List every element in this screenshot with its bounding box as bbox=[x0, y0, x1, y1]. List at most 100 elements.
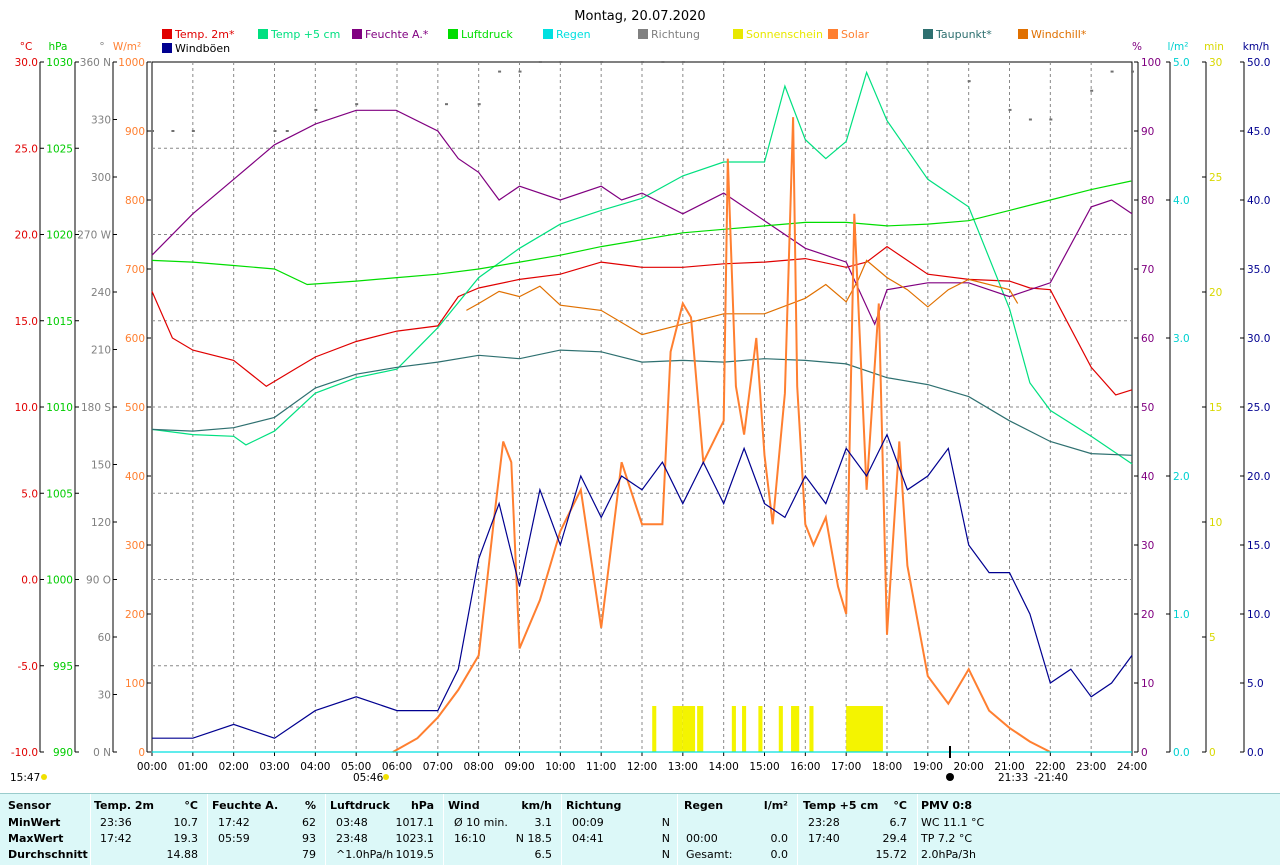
left-tick-label: 995 bbox=[53, 661, 73, 673]
sunshine-bar bbox=[846, 706, 883, 752]
right-tick-label: 30 bbox=[1141, 540, 1154, 552]
legend-swatch bbox=[352, 29, 362, 39]
x-tick-label: 06:00 bbox=[382, 761, 412, 773]
left-tick-label: 900 bbox=[125, 126, 145, 138]
right-tick-label: 5.0 bbox=[1173, 57, 1190, 69]
left-tick-label: 30 bbox=[98, 690, 111, 702]
right-tick-label: 45.0 bbox=[1247, 126, 1270, 138]
legend-label: Sonnenschein bbox=[746, 28, 823, 41]
x-tick-label: 20:00 bbox=[954, 761, 984, 773]
left-tick-label: 0 N bbox=[93, 747, 111, 759]
table-header-unit: l/m² bbox=[763, 799, 788, 812]
sunshine-bar bbox=[697, 706, 704, 752]
table-header: Feuchte A. bbox=[212, 799, 279, 812]
series-line bbox=[151, 70, 1133, 465]
legend-swatch bbox=[1018, 29, 1028, 39]
left-tick-label: 150 bbox=[91, 460, 111, 472]
direction-dot bbox=[314, 108, 318, 111]
direction-dot bbox=[1008, 108, 1012, 111]
table-cell: N bbox=[661, 832, 670, 845]
left-tick-label: 1010 bbox=[46, 402, 73, 414]
sunshine-bar bbox=[778, 706, 783, 752]
table-cell: 29.4 bbox=[882, 832, 908, 845]
right-tick-label: 5 bbox=[1209, 632, 1216, 644]
right-tick-label: 4.0 bbox=[1173, 195, 1190, 207]
series-line bbox=[466, 259, 1019, 336]
direction-dot bbox=[926, 61, 930, 63]
table-separator bbox=[561, 794, 562, 865]
table-cell: 03:48 bbox=[336, 816, 368, 829]
astro-markers: 15:47 05:46 21:33 -21:40 bbox=[10, 746, 1068, 784]
left-tick-label: 60 bbox=[98, 632, 111, 644]
direction-dot bbox=[641, 61, 644, 63]
chart-title: Montag, 20.07.2020 bbox=[574, 9, 705, 24]
right-tick-label: 15 bbox=[1209, 402, 1222, 414]
x-tick-label: 08:00 bbox=[464, 761, 494, 773]
table-cell: 16:10 bbox=[454, 832, 486, 845]
sunshine-bar bbox=[742, 706, 747, 752]
left-tick-label: 240 bbox=[91, 287, 111, 299]
left-tick-label: 300 bbox=[91, 172, 111, 184]
x-tick-label: 16:00 bbox=[790, 761, 820, 773]
table-cell: 62 bbox=[302, 816, 316, 829]
legend-label: Windchill* bbox=[1031, 28, 1087, 41]
left-tick-label: 10.0 bbox=[15, 402, 38, 414]
x-tick-label: 05:00 bbox=[341, 761, 371, 773]
table-cell: N bbox=[661, 816, 670, 829]
left-tick-label: 25.0 bbox=[15, 143, 38, 155]
right-tick-label: 35.0 bbox=[1247, 264, 1270, 276]
left-axis-unit: °C bbox=[20, 41, 33, 53]
legend-label: Taupunkt* bbox=[935, 28, 992, 41]
series-line bbox=[151, 245, 1133, 396]
direction-dot bbox=[355, 103, 359, 106]
x-tick-label: 02:00 bbox=[219, 761, 249, 773]
table-header: Regen bbox=[684, 799, 724, 812]
table-header-unit: °C bbox=[184, 799, 198, 812]
direction-dot bbox=[845, 61, 849, 63]
marker-moonset: 15:47 bbox=[10, 772, 40, 784]
sunshine-bar bbox=[809, 706, 814, 752]
legend-swatch bbox=[733, 29, 743, 39]
right-tick-label: 60 bbox=[1141, 333, 1154, 345]
legend-swatch bbox=[923, 29, 933, 39]
left-tick-label: 1015 bbox=[46, 316, 73, 328]
table-cell: 6.5 bbox=[534, 848, 553, 861]
moon-icon bbox=[41, 774, 47, 780]
table-cell: Gesamt: bbox=[686, 848, 733, 861]
left-axis-unit: hPa bbox=[49, 41, 68, 53]
right-tick-label: 20 bbox=[1209, 287, 1222, 299]
left-tick-label: 990 bbox=[53, 747, 73, 759]
left-tick-label: 360 N bbox=[80, 57, 111, 69]
direction-dot bbox=[681, 61, 685, 63]
sunshine-bar bbox=[758, 706, 763, 752]
right-tick-label: 30 bbox=[1209, 57, 1222, 69]
right-tick-label: 40 bbox=[1141, 471, 1154, 483]
x-tick-label: 21:00 bbox=[994, 761, 1024, 773]
direction-dot bbox=[518, 70, 522, 73]
x-tick-label: 12:00 bbox=[627, 761, 657, 773]
left-tick-label: 270 W bbox=[77, 230, 111, 242]
right-axis-unit: min bbox=[1204, 41, 1224, 53]
sunshine-bar bbox=[652, 706, 657, 752]
table-cell: 23:48 bbox=[336, 832, 368, 845]
x-tick-label: 11:00 bbox=[586, 761, 616, 773]
legend-swatch bbox=[448, 29, 458, 39]
right-tick-label: 0 bbox=[1209, 747, 1216, 759]
left-tick-label: 600 bbox=[125, 333, 145, 345]
left-tick-label: 330 bbox=[91, 115, 111, 127]
left-tick-label: 1030 bbox=[46, 57, 73, 69]
legend-swatch bbox=[638, 29, 648, 39]
x-tick-label: 24:00 bbox=[1117, 761, 1147, 773]
x-tick-label: 09:00 bbox=[504, 761, 534, 773]
right-axis-unit: l/m² bbox=[1168, 41, 1189, 53]
left-tick-label: 1000 bbox=[46, 575, 73, 587]
moon-phase-icon bbox=[946, 773, 954, 781]
table-cell: 1023.1 bbox=[395, 832, 435, 845]
table-cell: 93 bbox=[302, 832, 316, 845]
table-cell: 10.7 bbox=[173, 816, 199, 829]
left-tick-label: 30.0 bbox=[15, 57, 38, 69]
direction-dot bbox=[886, 61, 889, 63]
left-tick-label: -5.0 bbox=[18, 661, 39, 673]
left-tick-label: 0.0 bbox=[21, 575, 38, 587]
direction-dot bbox=[967, 80, 971, 83]
